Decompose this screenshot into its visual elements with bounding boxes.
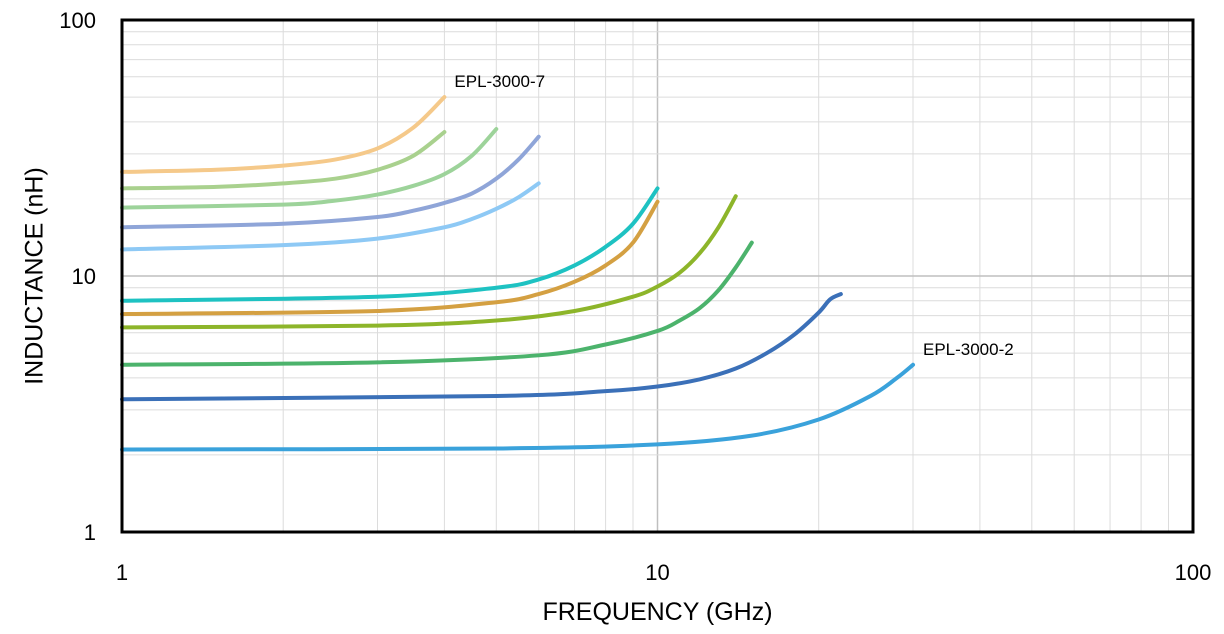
series-line-11 <box>120 362 915 452</box>
y-tick-label: 100 <box>59 8 96 33</box>
series-line-5 <box>120 181 541 252</box>
x-tick-label: 100 <box>1175 560 1212 585</box>
y-tick-labels: 1 10 100 <box>59 8 96 545</box>
y-tick-label: 1 <box>84 520 96 545</box>
series-line-7 <box>120 199 660 317</box>
series-line-10 <box>120 292 843 402</box>
series-line-4 <box>120 134 541 230</box>
series-line-1 <box>120 95 447 174</box>
series-group <box>120 95 915 452</box>
series-line-9 <box>120 240 754 367</box>
series-line-6 <box>120 186 660 303</box>
y-tick-label: 10 <box>72 264 96 289</box>
grid <box>122 20 1193 532</box>
plot-frame <box>120 18 1195 534</box>
annotation-epl-3000-2: EPL-3000-2 <box>923 340 1014 359</box>
annotation-epl-3000-7: EPL-3000-7 <box>454 72 545 91</box>
x-axis-title: FREQUENCY (GHz) <box>542 598 772 626</box>
x-tick-labels: 1 10 100 <box>116 560 1211 585</box>
x-tick-label: 1 <box>116 560 128 585</box>
x-tick-label: 10 <box>645 560 669 585</box>
series-line-2 <box>120 130 447 191</box>
series-line-3 <box>120 127 499 210</box>
series-line-8 <box>120 194 738 330</box>
y-axis-title: INDUCTANCE (nH) <box>21 167 49 385</box>
